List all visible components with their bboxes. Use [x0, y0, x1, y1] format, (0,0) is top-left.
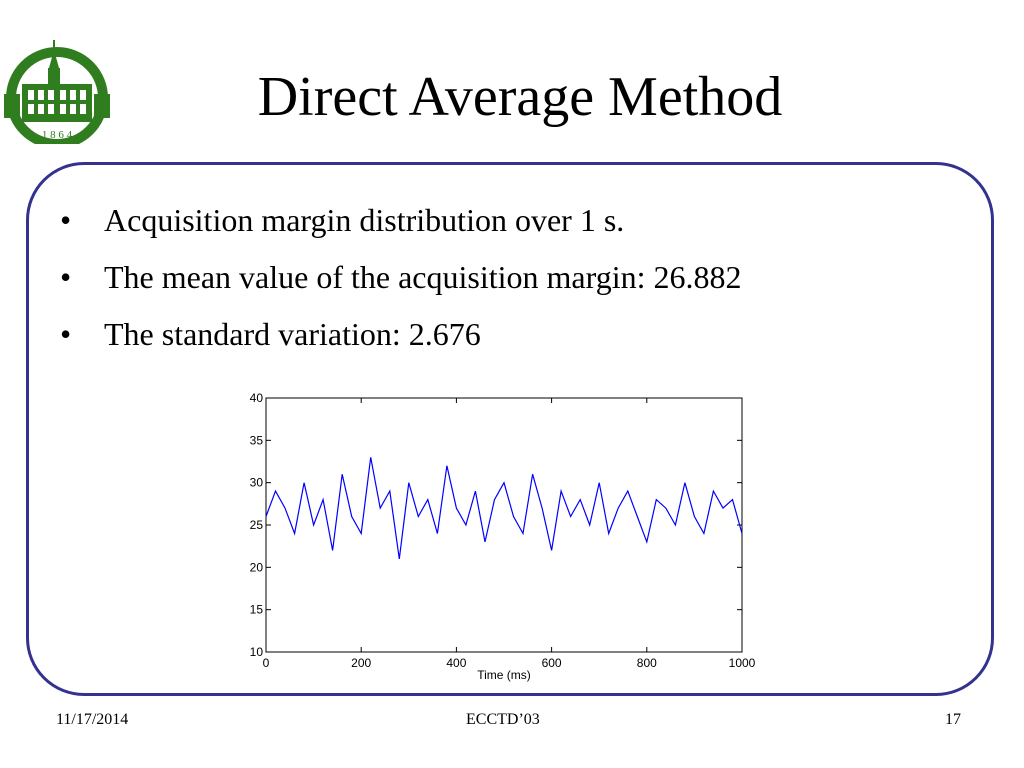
- footer-date: 11/17/2014: [56, 711, 129, 728]
- page-number: 17: [945, 711, 961, 728]
- y-tick-label: 30: [250, 476, 264, 490]
- y-tick-label: 10: [250, 645, 264, 659]
- x-tick-label: 400: [446, 656, 466, 670]
- slide-title: Direct Average Method: [257, 66, 783, 128]
- university-logo: 1 8 6 4: [4, 40, 110, 144]
- x-tick-label: 0: [263, 656, 270, 670]
- y-tick-label: 40: [250, 391, 264, 405]
- bullet-text: Acquisition margin distribution over 1 s…: [104, 202, 625, 238]
- x-tick-label: 600: [542, 656, 562, 670]
- y-tick-label: 20: [250, 560, 264, 574]
- bullet-item: • The standard variation: 2.676: [56, 306, 741, 363]
- university-building-seal-icon: 1 8 6 4: [4, 40, 110, 144]
- bullet-item: • Acquisition margin distribution over 1…: [56, 192, 741, 249]
- acquisition-margin-chart: 0 200 400 600 800 1000 10 15 20 25 30 35 40 Time (ms): [250, 391, 756, 682]
- bullet-dot-icon: •: [60, 259, 72, 295]
- bullet-dot-icon: •: [60, 202, 72, 238]
- x-tick-label: 800: [637, 656, 657, 670]
- y-tick-label: 25: [250, 518, 264, 532]
- bullet-dot-icon: •: [60, 316, 72, 352]
- bullet-text: The standard variation: 2.676: [104, 316, 481, 352]
- footer-title: ECCTD’03: [466, 711, 540, 728]
- x-tick-label: 1000: [729, 656, 756, 670]
- x-axis-label: Time (ms): [477, 668, 531, 682]
- series-line: [265, 457, 743, 559]
- y-tick-label: 35: [250, 433, 264, 447]
- bullet-text: The mean value of the acquisition margin…: [104, 259, 742, 295]
- y-tick-label: 15: [250, 603, 264, 617]
- bullet-item: • The mean value of the acquisition marg…: [56, 249, 741, 306]
- plot-frame: [265, 397, 743, 653]
- bullet-list: • Acquisition margin distribution over 1…: [56, 192, 741, 363]
- logo-year: 1 8 6 4: [42, 129, 73, 141]
- x-tick-label: 200: [351, 656, 371, 670]
- content-frame: [26, 162, 994, 696]
